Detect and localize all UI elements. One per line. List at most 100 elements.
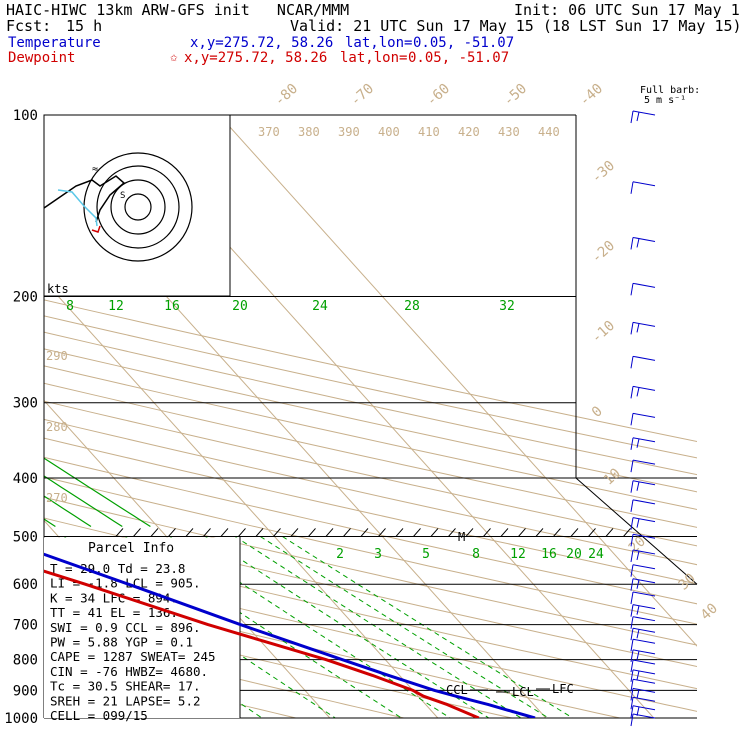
freezing-level-tick bbox=[588, 528, 596, 537]
freezing-level-tick bbox=[255, 528, 264, 537]
wind-barb-flag bbox=[630, 669, 634, 682]
wind-barb-shaft bbox=[632, 355, 656, 361]
hodograph-ring bbox=[96, 165, 180, 249]
theta-label: 430 bbox=[498, 125, 520, 139]
dewpoint-marker-icon: ✩ bbox=[170, 50, 178, 65]
wind-barb bbox=[630, 355, 656, 369]
freezing-level-tick bbox=[360, 528, 369, 537]
mixing-ratio-line bbox=[205, 536, 490, 718]
wind-barb-shaft bbox=[632, 616, 656, 622]
wind-barb-flag bbox=[636, 111, 640, 122]
isotherm-label: 10 bbox=[601, 465, 624, 488]
dry-adiabat-line bbox=[44, 418, 697, 566]
wind-barb bbox=[630, 713, 656, 727]
model-line: HAIC-HIWC 13km ARW-GFS init NCAR/MMM bbox=[6, 1, 350, 19]
freezing-level-tick bbox=[623, 528, 631, 537]
freezing-level-tick bbox=[133, 528, 141, 537]
freezing-level-tick bbox=[220, 528, 229, 537]
freezing-level-tick bbox=[238, 528, 246, 537]
wind-barb-flag bbox=[630, 181, 634, 194]
lfc-marker-label: LFC bbox=[552, 682, 574, 696]
wind-barb bbox=[630, 638, 656, 652]
fcst-label: Fcst: bbox=[6, 17, 52, 35]
mixing-ratio-label: 16 bbox=[541, 547, 557, 562]
wind-barb-flag bbox=[630, 534, 634, 547]
isotherm-label: -40 bbox=[577, 81, 607, 110]
wind-barb-flag bbox=[630, 628, 634, 641]
isotherm-label: 0 bbox=[589, 403, 606, 421]
theta-label: 440 bbox=[538, 125, 560, 139]
theta-label: 370 bbox=[258, 125, 280, 139]
dry-adiabat-line bbox=[44, 583, 620, 718]
wind-barb bbox=[630, 110, 656, 124]
wind-barb-shaft bbox=[632, 110, 656, 116]
mixing-ratio-label: 16 bbox=[164, 299, 180, 314]
theta-label: 290 bbox=[46, 349, 68, 363]
temperature-loc: x,y=275.72, 58.26 bbox=[190, 35, 334, 51]
ccl-marker-label: CCL bbox=[446, 683, 468, 697]
freezing-level-tick bbox=[290, 528, 299, 537]
isotherm-label: -50 bbox=[501, 81, 531, 110]
wind-barb bbox=[630, 627, 656, 641]
pressure-tick-label: 400 bbox=[13, 471, 38, 487]
wind-barb bbox=[630, 659, 656, 673]
wind-barb-flag bbox=[636, 579, 640, 589]
wind-barb bbox=[630, 282, 656, 296]
parcel-info-row: TT = 41 EL = 136. bbox=[50, 605, 178, 620]
wind-barb-shaft bbox=[632, 321, 656, 327]
mixing-ratio-label: 12 bbox=[510, 547, 526, 562]
wind-barb-shaft bbox=[632, 282, 656, 288]
pressure-tick-label: 900 bbox=[13, 683, 38, 699]
isotherm-label: -60 bbox=[424, 81, 454, 110]
freezing-level-tick bbox=[535, 528, 544, 537]
valid-line: Valid: 21 UTC Sun 17 May 15 (18 LST Sun … bbox=[290, 17, 740, 35]
parcel-info-row: T = 29.0 Td = 23.8 bbox=[50, 561, 185, 576]
saturated-adiabat-line bbox=[44, 475, 123, 528]
wind-barb-shaft bbox=[632, 385, 656, 391]
freezing-level-tick bbox=[430, 528, 439, 537]
wind-barb-shaft bbox=[632, 517, 656, 523]
fcst-value: 15 h bbox=[66, 17, 103, 35]
wind-barb-flag bbox=[630, 697, 634, 710]
wind-barb-shaft bbox=[632, 578, 656, 584]
wind-barb-flag bbox=[630, 659, 634, 673]
temperature-profile bbox=[44, 552, 536, 718]
freezing-level-tick bbox=[115, 528, 124, 537]
parcel-info-row: PW = 5.88 YGP = 0.1 bbox=[50, 635, 193, 650]
freezing-level-tick bbox=[483, 528, 491, 537]
mixing-ratio-label: 20 bbox=[232, 299, 248, 314]
wind-barb bbox=[630, 517, 656, 530]
wind-barb-flag bbox=[630, 564, 634, 577]
wind-barb-shaft bbox=[632, 638, 656, 644]
wind-barb-shaft bbox=[632, 627, 656, 633]
lcl-marker-label: LCL bbox=[512, 685, 534, 699]
wind-barb-flag bbox=[636, 650, 640, 660]
wind-barb-flag bbox=[636, 605, 640, 615]
wind-barb-shaft bbox=[632, 437, 656, 443]
wind-barb bbox=[630, 459, 656, 473]
freezing-level-tick bbox=[448, 528, 456, 537]
dewpoint-loc: x,y=275.72, 58.26 bbox=[184, 50, 328, 66]
wind-barb-flag bbox=[630, 578, 634, 591]
freezing-level-tick bbox=[308, 528, 316, 537]
theta-label: 270 bbox=[46, 491, 68, 505]
parcel-info-row: CIN = -76 HWBZ= 4680. bbox=[50, 664, 208, 679]
dry-adiabat-line bbox=[44, 606, 512, 718]
wind-barb bbox=[630, 181, 656, 194]
wind-barb-flag bbox=[630, 460, 634, 473]
theta-label: 390 bbox=[338, 125, 360, 139]
wind-barb-shaft bbox=[632, 236, 656, 242]
wind-barb-shaft bbox=[632, 604, 656, 610]
pressure-tick-label: 800 bbox=[13, 653, 38, 669]
dewpoint-latlon-label: lat,lon= bbox=[340, 50, 408, 66]
wind-barb bbox=[630, 549, 656, 563]
hodograph-frame bbox=[43, 114, 231, 297]
wind-barb-shaft bbox=[632, 459, 656, 465]
wind-barb-flag bbox=[630, 437, 634, 450]
saturated-adiabat-line bbox=[44, 457, 151, 528]
wind-barb-shaft bbox=[632, 649, 656, 655]
theta-label: 420 bbox=[458, 125, 480, 139]
dry-adiabat-line bbox=[44, 476, 697, 625]
hodograph-ring bbox=[110, 179, 166, 235]
